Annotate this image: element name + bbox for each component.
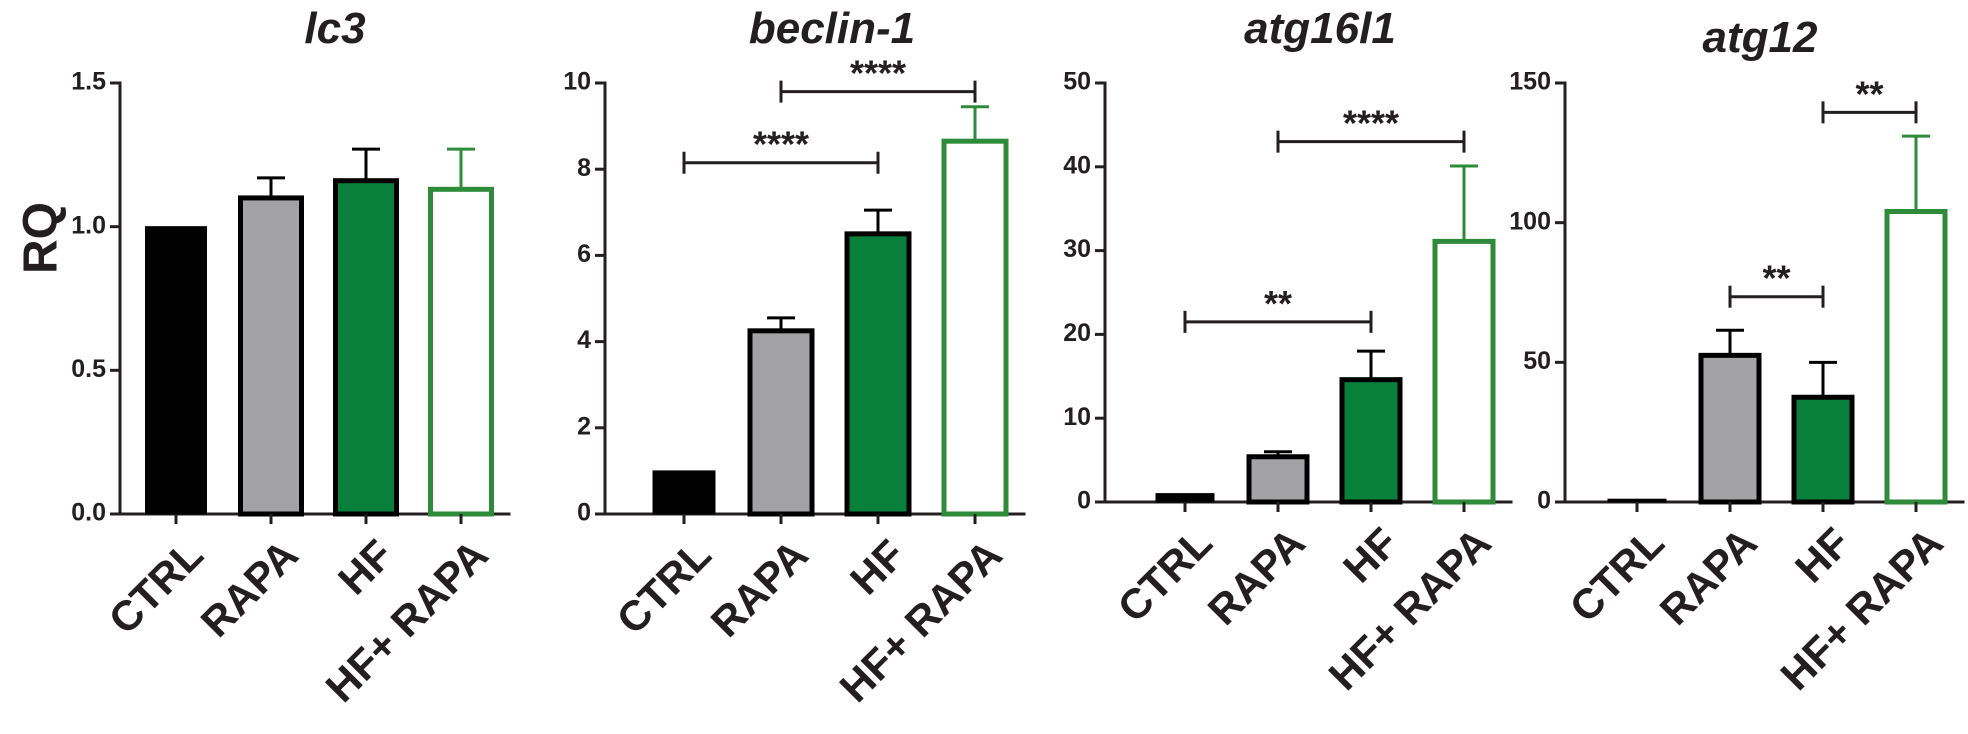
y-tick-label: 0.5 bbox=[71, 355, 106, 383]
x-tick-label: RAPA bbox=[1199, 519, 1314, 634]
bar-rapa bbox=[238, 195, 304, 517]
significance-label: ** bbox=[1855, 73, 1883, 114]
y-tick-label: 0 bbox=[577, 499, 591, 527]
x-tick-label: HF bbox=[329, 531, 402, 604]
significance-bracket: ** bbox=[1821, 73, 1918, 124]
bar-rapa bbox=[1246, 454, 1310, 505]
bar-hf-rapa bbox=[1884, 208, 1948, 505]
y-tick-label: 0.0 bbox=[71, 499, 106, 527]
significance-bracket: **** bbox=[779, 53, 977, 103]
bar-rapa bbox=[747, 328, 815, 517]
y-tick-label: 0 bbox=[1077, 487, 1091, 515]
x-tick-label: RAPA bbox=[192, 531, 307, 646]
x-tick-label: CTRL bbox=[1560, 519, 1672, 631]
panel-title: beclin-1 bbox=[749, 4, 915, 53]
significance-label: **** bbox=[753, 124, 809, 165]
significance-label: ** bbox=[1264, 283, 1292, 324]
bar-hf-rapa bbox=[428, 186, 494, 517]
bar-ctrl bbox=[145, 226, 207, 515]
bar-ctrl bbox=[652, 470, 716, 515]
y-tick-label: 8 bbox=[577, 154, 591, 182]
panel-title: atg16l1 bbox=[1244, 4, 1396, 53]
panel-title: atg12 bbox=[1703, 13, 1818, 62]
bar-hf bbox=[333, 178, 399, 517]
significance-bracket: ** bbox=[1183, 283, 1373, 333]
bar-hf-rapa bbox=[1432, 238, 1496, 505]
bar-hf bbox=[1791, 394, 1855, 505]
y-tick-label: 0 bbox=[1537, 487, 1551, 515]
x-tick-label: CTRL bbox=[1108, 519, 1220, 631]
panel-title: lc3 bbox=[304, 4, 365, 53]
x-tick-label: HF bbox=[841, 531, 914, 604]
bar-hf bbox=[1339, 377, 1403, 505]
y-tick-label: 100 bbox=[1509, 207, 1551, 235]
significance-bracket: **** bbox=[682, 124, 880, 174]
bar-rapa bbox=[1698, 352, 1762, 505]
x-tick-label: RAPA bbox=[702, 531, 817, 646]
y-tick-label: 6 bbox=[577, 240, 591, 268]
y-tick-label: 30 bbox=[1063, 235, 1091, 263]
bar-ctrl bbox=[1607, 498, 1667, 503]
y-tick-label: 50 bbox=[1523, 347, 1551, 375]
x-tick-label: HF bbox=[1786, 519, 1859, 592]
x-tick-label: CTRL bbox=[607, 531, 719, 643]
y-tick-label: 150 bbox=[1509, 68, 1551, 96]
y-tick-label: 50 bbox=[1063, 68, 1091, 96]
y-tick-label: 40 bbox=[1063, 151, 1091, 179]
bar-hf-rapa bbox=[941, 138, 1009, 517]
y-tick-label: 4 bbox=[577, 326, 591, 354]
y-tick-label: 20 bbox=[1063, 319, 1091, 347]
y-tick-label: 10 bbox=[1063, 403, 1091, 431]
y-tick-label: 1.0 bbox=[71, 211, 106, 239]
y-tick-label: 1.5 bbox=[71, 68, 106, 96]
significance-label: **** bbox=[850, 53, 906, 94]
x-tick-label: CTRL bbox=[99, 531, 211, 643]
significance-bracket: ** bbox=[1728, 258, 1825, 308]
bar-ctrl bbox=[1155, 493, 1215, 503]
significance-label: ** bbox=[1762, 258, 1790, 299]
y-tick-label: 10 bbox=[563, 68, 591, 96]
y-tick-label: 2 bbox=[577, 412, 591, 440]
bar-hf bbox=[844, 231, 912, 517]
significance-bracket: **** bbox=[1276, 103, 1466, 153]
significance-label: **** bbox=[1343, 103, 1399, 144]
x-tick-label: HF bbox=[1334, 519, 1407, 592]
y-axis-label: RQ bbox=[15, 202, 68, 274]
x-tick-label: RAPA bbox=[1651, 519, 1766, 634]
